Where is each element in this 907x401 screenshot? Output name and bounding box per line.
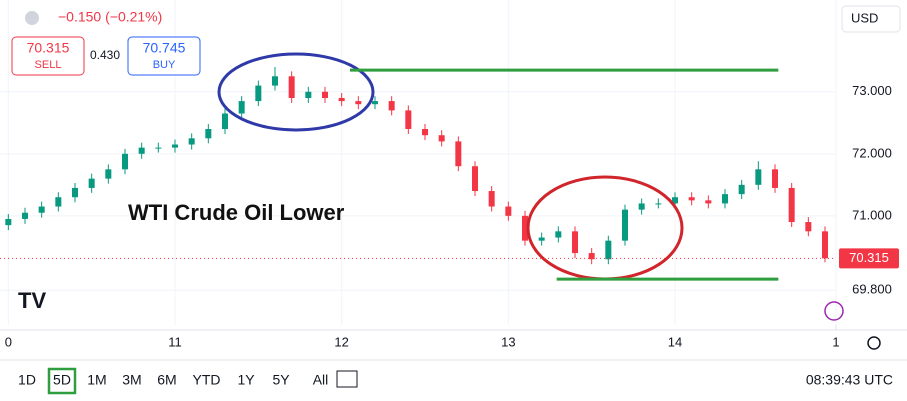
candle-body	[272, 76, 278, 86]
candle-body	[222, 113, 228, 130]
candle-body	[538, 237, 545, 241]
icon	[25, 11, 39, 25]
candle-body	[638, 203, 645, 210]
candle-body	[788, 187, 795, 223]
candle-body	[705, 200, 712, 204]
candle-body	[488, 191, 495, 207]
logo: TV	[18, 288, 46, 313]
candle-body	[472, 166, 478, 192]
candle-body	[338, 97, 345, 102]
candle-body	[505, 206, 512, 216]
date-range-icon[interactable]	[336, 370, 358, 388]
range-active	[47, 367, 77, 395]
x-tick-label: 14	[668, 334, 682, 349]
x-tick-label: 0	[5, 334, 12, 349]
candle-body	[155, 147, 162, 149]
candle-body	[688, 197, 695, 201]
highlight-ellipse	[217, 52, 375, 132]
candle-body	[122, 153, 128, 170]
candle-body	[238, 101, 245, 114]
price-tag-label: 70.315	[849, 250, 889, 265]
sell-label: SELL	[35, 59, 62, 71]
range-button[interactable]: 3M	[122, 372, 141, 388]
candle-body	[372, 101, 378, 105]
range-button[interactable]: 5D	[53, 372, 71, 388]
range-button[interactable]: 5Y	[272, 372, 290, 388]
buy-label: BUY	[153, 59, 176, 71]
y-tick-label: 73.000	[852, 83, 892, 98]
candle-body	[772, 169, 778, 188]
candle-body	[38, 206, 45, 213]
settings-icon[interactable]	[867, 336, 881, 350]
x-tick-label: 13	[501, 334, 515, 349]
candle-body	[755, 169, 762, 185]
range-button[interactable]: 1D	[18, 372, 36, 388]
candle-body	[655, 203, 662, 205]
candle-body	[205, 129, 212, 139]
candle-body	[188, 138, 195, 145]
candle-body	[672, 197, 678, 204]
sell-price: 70.315	[27, 40, 70, 56]
clock: 08:39:43 UTC	[806, 372, 893, 388]
candle-body	[588, 253, 595, 260]
candle-body	[555, 231, 562, 238]
candle-body	[255, 85, 262, 102]
range-button[interactable]: 1M	[87, 372, 106, 388]
candle-body	[88, 178, 95, 188]
events-icon[interactable]	[824, 301, 844, 321]
y-tick-label: 69.800	[852, 282, 892, 297]
candle-body	[388, 101, 395, 111]
change: −0.150 (−0.21%)	[58, 9, 162, 25]
candle-body	[422, 129, 428, 136]
candle-body	[22, 212, 28, 219]
candle-body	[605, 240, 612, 260]
candle-body	[455, 141, 462, 167]
candle-body	[72, 187, 78, 198]
currency: USD	[851, 10, 878, 25]
candle-body	[138, 147, 145, 154]
y-tick-label: 71.000	[852, 207, 892, 222]
candle-body	[622, 209, 628, 241]
range-button[interactable]: 1Y	[237, 372, 255, 388]
candle-body	[738, 184, 745, 195]
x-tick-label: 11	[168, 334, 182, 349]
candle-body	[438, 135, 445, 142]
candle-body	[105, 169, 112, 179]
candle-body	[5, 218, 12, 226]
candle-body	[405, 110, 412, 130]
candle-body	[522, 215, 528, 241]
candle-body	[722, 194, 728, 204]
sell-button[interactable]	[11, 36, 85, 76]
candle-body	[288, 76, 295, 98]
annotation: WTI Crude Oil Lower	[128, 200, 345, 225]
candle-body	[572, 231, 578, 254]
candle-body	[305, 91, 312, 98]
range-button[interactable]: 6M	[157, 372, 176, 388]
price-tag	[839, 248, 899, 269]
x-tick-label: 12	[334, 334, 348, 349]
candle-body	[805, 222, 812, 232]
candle-body	[322, 91, 328, 98]
currency-button[interactable]	[841, 5, 901, 33]
candle-body	[355, 101, 362, 105]
range-button[interactable]: All	[313, 372, 329, 388]
candle-body	[172, 144, 178, 148]
spread: 0.430	[90, 48, 120, 62]
y-tick-label: 72.000	[852, 145, 892, 160]
range-button[interactable]: YTD	[193, 372, 221, 388]
candle-body	[822, 231, 828, 259]
candle-body	[55, 197, 62, 207]
buy-button[interactable]	[127, 36, 201, 76]
x-tick-label: 1	[832, 334, 839, 349]
buy-price: 70.745	[143, 40, 186, 56]
